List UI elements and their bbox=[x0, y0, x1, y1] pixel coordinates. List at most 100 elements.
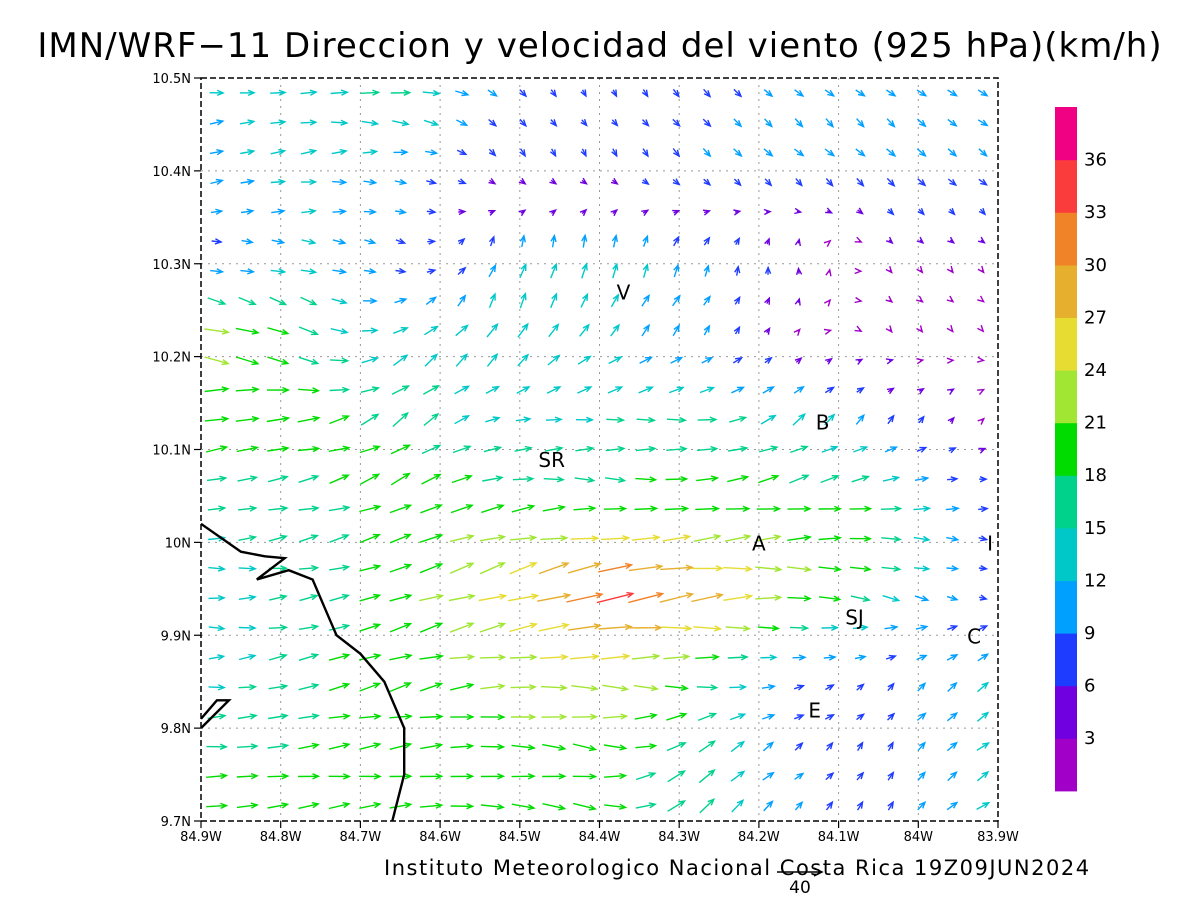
wind-arrow bbox=[270, 148, 287, 156]
wind-arrow bbox=[947, 388, 956, 395]
wind-arrow bbox=[359, 593, 382, 602]
wind-arrow bbox=[328, 445, 351, 452]
wind-arrow bbox=[885, 295, 894, 304]
wind-arrow bbox=[488, 263, 497, 278]
wind-arrow bbox=[207, 505, 227, 512]
wind-arrow bbox=[419, 653, 445, 660]
place-label: I bbox=[987, 531, 993, 555]
colorbar-label: 33 bbox=[1084, 202, 1107, 223]
wind-arrow bbox=[756, 505, 782, 513]
wind-arrow bbox=[421, 473, 442, 485]
wind-arrow bbox=[885, 325, 893, 334]
wind-arrow bbox=[823, 239, 832, 248]
wind-arrow bbox=[270, 89, 287, 96]
wind-arrow bbox=[298, 474, 320, 483]
wind-arrow bbox=[426, 268, 437, 275]
wind-arrow bbox=[328, 802, 351, 810]
wind-arrow bbox=[887, 682, 895, 692]
wind-arrow bbox=[947, 236, 956, 244]
wind-arrow bbox=[598, 623, 633, 631]
wind-arrow bbox=[641, 89, 649, 98]
wind-arrow bbox=[298, 356, 320, 365]
wind-arrow bbox=[392, 411, 409, 428]
wind-arrow bbox=[725, 505, 751, 513]
wind-arrow bbox=[480, 773, 506, 780]
colorbar-label: 12 bbox=[1084, 570, 1107, 591]
coastline-tip bbox=[201, 699, 232, 729]
wind-arrow bbox=[605, 445, 626, 453]
wind-arrow bbox=[659, 592, 695, 603]
wind-arrow bbox=[359, 623, 382, 632]
wind-arrow bbox=[574, 476, 596, 483]
wind-arrow bbox=[635, 445, 657, 453]
y-tick-label: 9.8N bbox=[161, 722, 191, 737]
wind-arrow bbox=[763, 148, 774, 157]
wind-arrow bbox=[488, 210, 497, 216]
wind-arrow bbox=[794, 741, 804, 751]
wind-arrow bbox=[789, 624, 810, 632]
y-tick-label: 10.4N bbox=[152, 165, 191, 180]
wind-arrow bbox=[390, 89, 412, 96]
wind-arrow bbox=[511, 803, 536, 811]
wind-arrow bbox=[642, 262, 649, 278]
wind-arrow bbox=[723, 565, 754, 573]
wind-arrow bbox=[237, 743, 259, 750]
wind-arrow bbox=[628, 592, 665, 604]
wind-arrow bbox=[977, 295, 985, 303]
wind-arrow bbox=[821, 624, 840, 631]
wind-arrow bbox=[885, 654, 898, 661]
wind-arrow bbox=[480, 743, 506, 751]
wind-arrow bbox=[793, 328, 801, 336]
place-label: SJ bbox=[845, 606, 864, 630]
wind-arrow bbox=[855, 413, 865, 425]
wind-arrow bbox=[424, 325, 439, 336]
wind-arrow bbox=[976, 801, 991, 811]
wind-arrow bbox=[762, 741, 775, 752]
wind-arrow bbox=[790, 445, 809, 454]
wind-arrow bbox=[916, 295, 924, 303]
wind-arrow bbox=[917, 741, 926, 752]
wind-arrow bbox=[393, 354, 409, 366]
wind-arrow bbox=[509, 562, 538, 575]
wind-arrow bbox=[596, 591, 635, 604]
wind-arrow bbox=[419, 713, 444, 720]
wind-arrow bbox=[268, 653, 288, 661]
wind-arrow bbox=[792, 413, 806, 426]
wind-arrow bbox=[268, 534, 289, 542]
wind-arrow bbox=[580, 148, 587, 158]
wind-arrow bbox=[947, 89, 959, 97]
wind-arrow bbox=[755, 594, 783, 601]
wind-arrow bbox=[977, 324, 985, 333]
wind-arrow bbox=[794, 207, 803, 215]
wind-arrow bbox=[758, 474, 780, 484]
wind-arrow bbox=[977, 417, 986, 425]
wind-arrow bbox=[571, 713, 599, 721]
wind-arrow bbox=[331, 119, 349, 126]
wind-arrow bbox=[270, 178, 287, 186]
wind-arrow bbox=[818, 565, 843, 573]
wind-arrow bbox=[729, 416, 748, 423]
wind-arrow bbox=[332, 178, 348, 186]
wind-arrow bbox=[856, 207, 864, 215]
wind-arrow bbox=[581, 262, 588, 279]
wind-arrow bbox=[329, 474, 350, 484]
wind-arrow bbox=[887, 771, 895, 781]
wind-arrow bbox=[695, 653, 721, 661]
wind-arrow bbox=[298, 683, 320, 691]
wind-arrow bbox=[483, 445, 503, 453]
wind-arrow bbox=[329, 593, 351, 602]
wind-arrow bbox=[632, 653, 661, 660]
wind-arrow bbox=[300, 268, 318, 275]
wind-arrow bbox=[917, 118, 927, 128]
wind-arrow bbox=[795, 178, 803, 187]
wind-arrow bbox=[663, 653, 691, 661]
x-tick-label: 84W bbox=[904, 830, 934, 845]
wind-arrow bbox=[359, 533, 381, 544]
wind-arrow bbox=[450, 504, 474, 514]
wind-arrow bbox=[419, 533, 444, 543]
wind-arrow bbox=[542, 773, 567, 780]
wind-arrow bbox=[697, 712, 718, 722]
wind-arrow bbox=[793, 684, 806, 691]
wind-arrow bbox=[509, 622, 539, 633]
wind-arrow bbox=[976, 711, 990, 722]
